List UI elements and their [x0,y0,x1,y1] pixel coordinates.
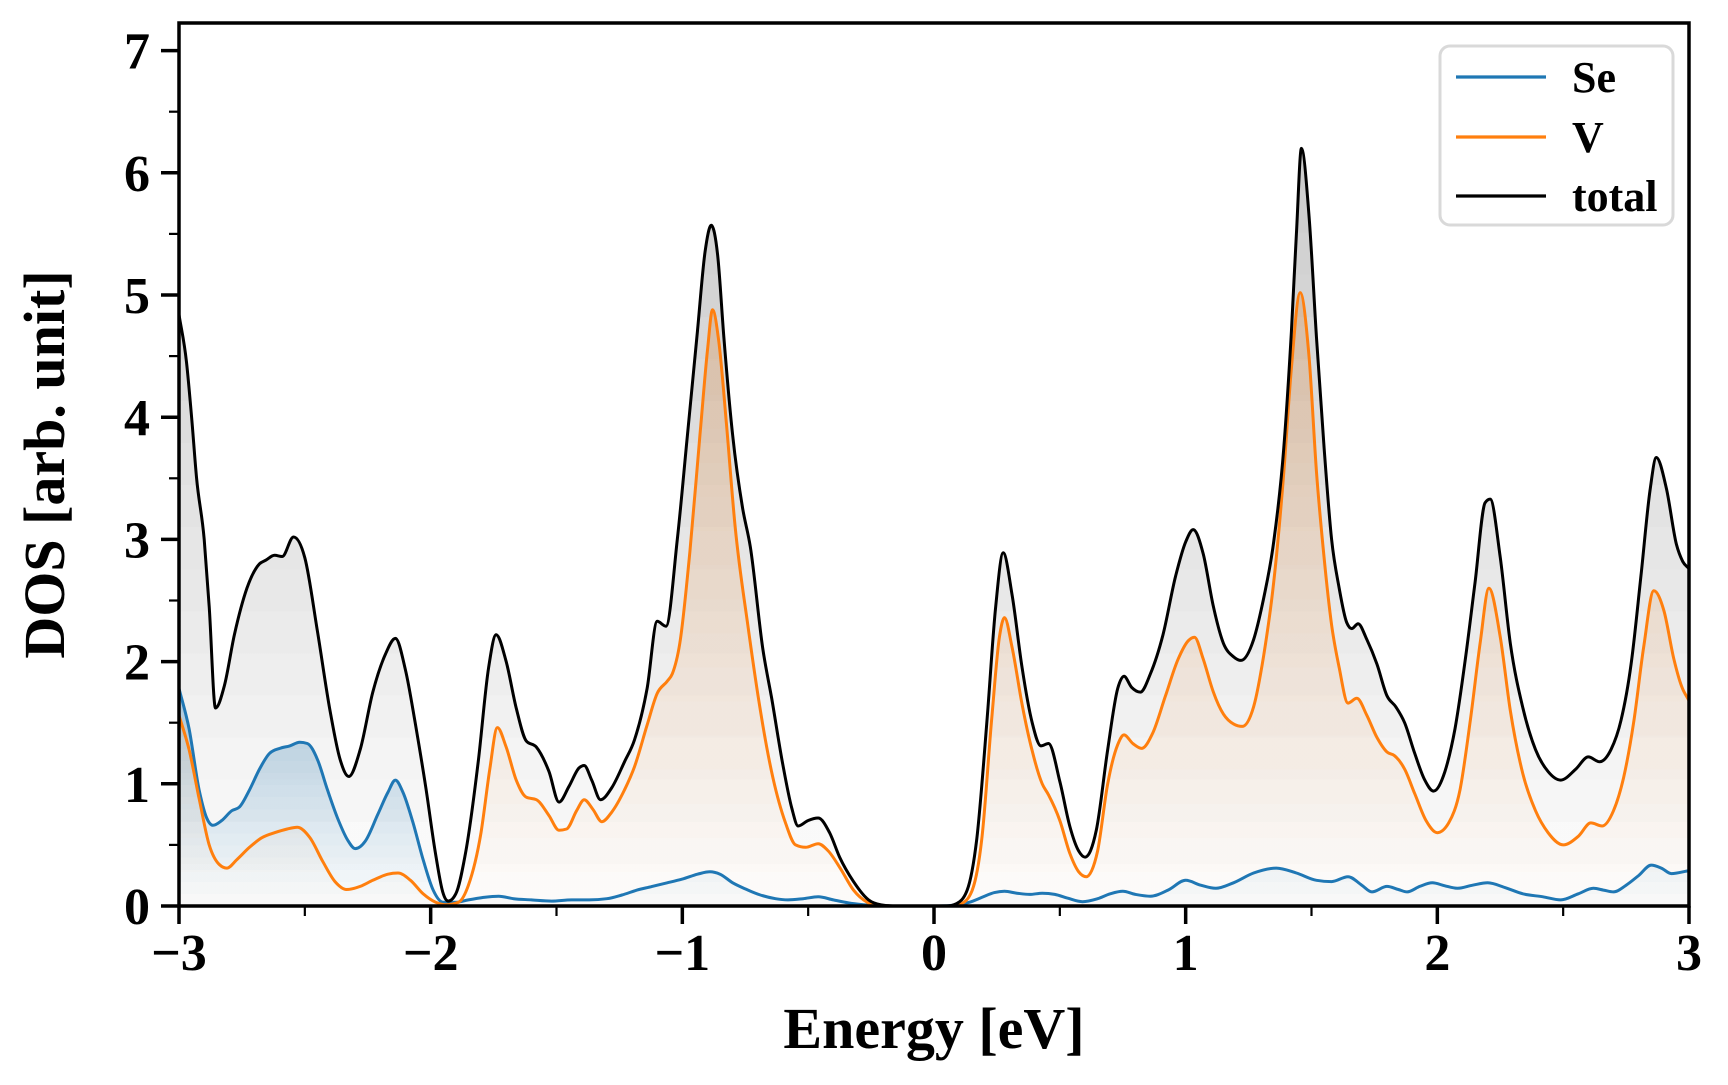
x-tick-label-−3: −3 [151,925,207,982]
ticks [161,48,1691,924]
x-tick-label-3: 3 [1676,925,1702,982]
x-tick-label-−1: −1 [655,925,711,982]
series-line-v [179,291,1689,906]
y-tick-label-6: 6 [124,146,150,203]
x-tick-label-1: 1 [1173,925,1199,982]
y-tick-label-5: 5 [124,268,150,325]
legend-label-se: Se [1572,53,1616,102]
x-tick-label-0: 0 [921,925,947,982]
y-tick-label-7: 7 [124,24,150,81]
series-line-total [179,146,1689,906]
series-line-se [179,687,1689,906]
series-fill-total [179,148,1689,906]
legend-label-total: total [1572,172,1658,221]
x-tick-label-−2: −2 [403,925,459,982]
y-tick-label-1: 1 [124,757,150,814]
y-tick-label-4: 4 [124,390,150,447]
y-tick-label-0: 0 [124,879,150,936]
y-tick-label-2: 2 [124,635,150,692]
y-tick-label-3: 3 [124,512,150,569]
x-tick-label-2: 2 [1424,925,1450,982]
legend-label-v: V [1572,113,1604,162]
x-axis-label: Energy [eV] [783,996,1084,1061]
legend-box [1438,44,1675,227]
plot-area [179,146,1689,906]
y-axis-label: DOS [arb. unit] [12,270,77,658]
